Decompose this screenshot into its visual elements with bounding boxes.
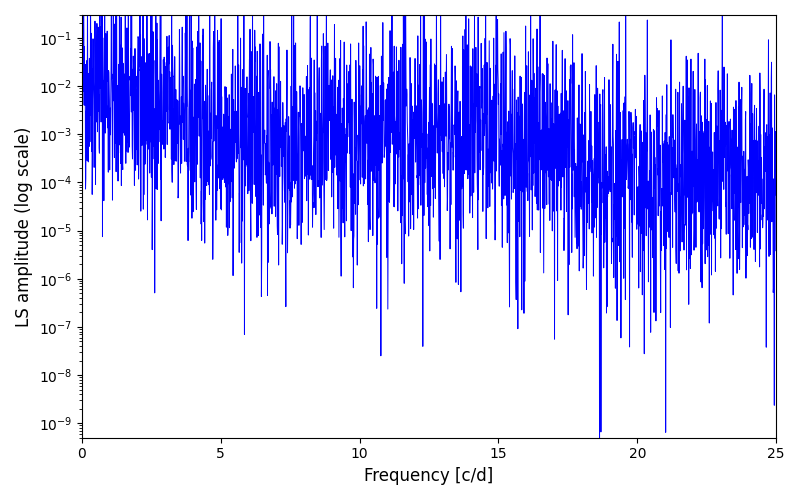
Y-axis label: LS amplitude (log scale): LS amplitude (log scale): [15, 126, 33, 326]
X-axis label: Frequency [c/d]: Frequency [c/d]: [364, 467, 494, 485]
